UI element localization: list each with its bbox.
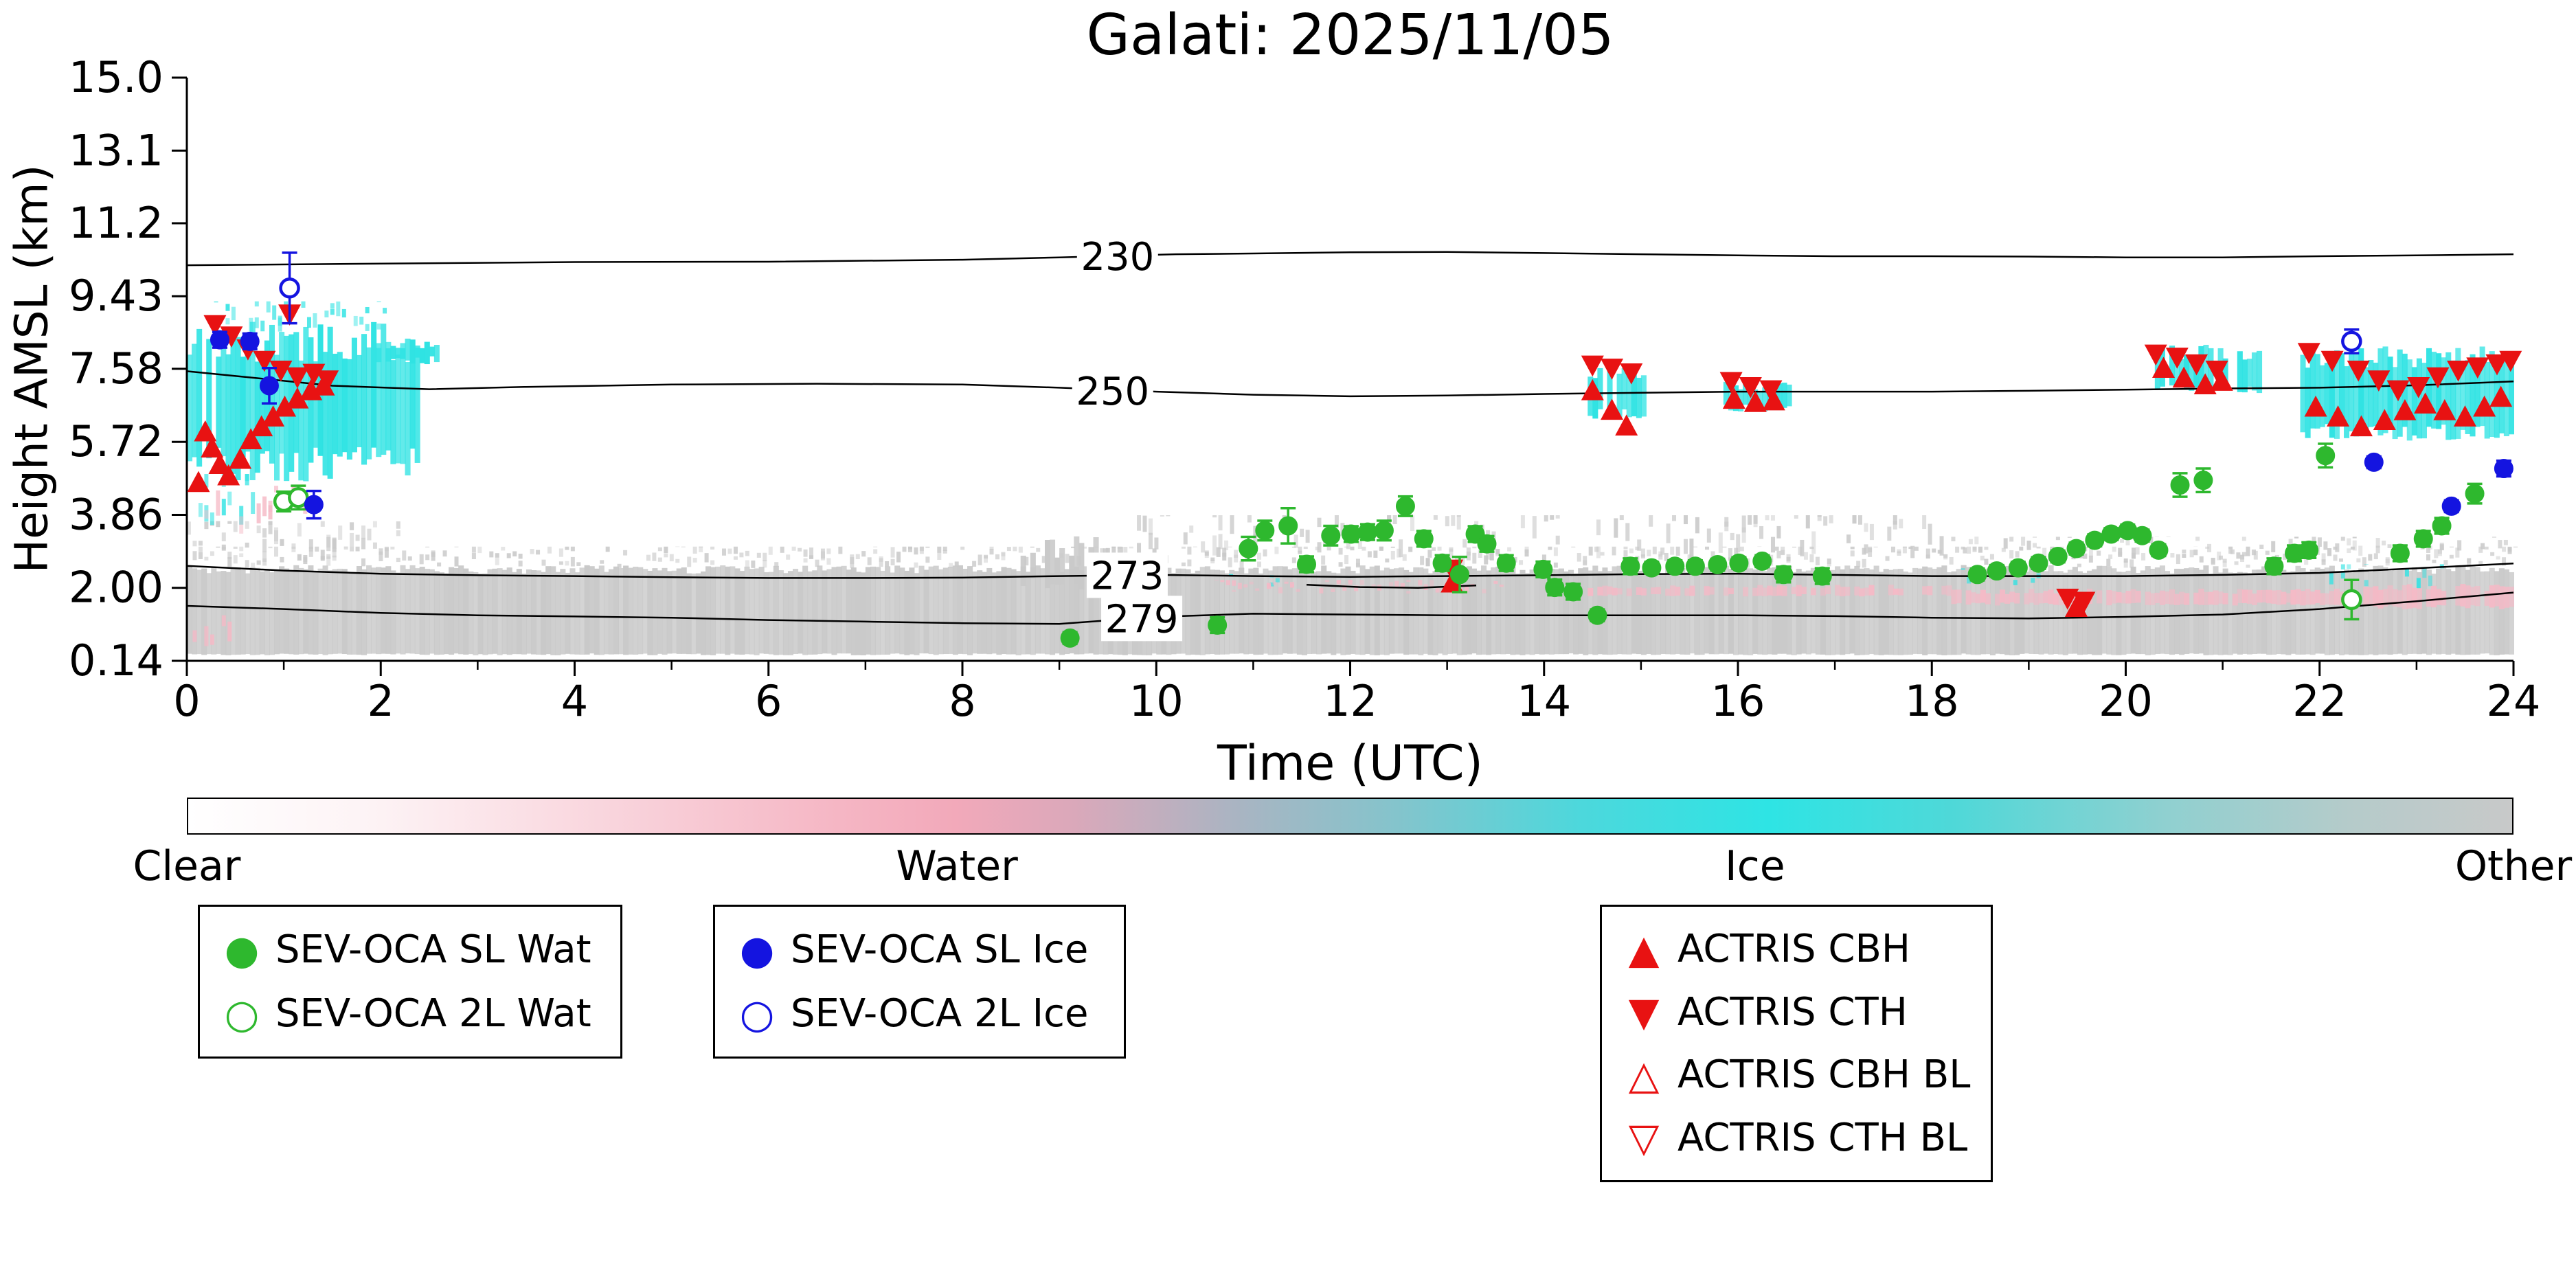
background-classification: [187, 301, 2518, 656]
legend-item-label: ACTRIS CTH BL: [1677, 1115, 1968, 1160]
sev-oca-2l-wat-marker-icon: ○: [224, 990, 260, 1037]
actris-cbh-bl-marker-icon: △: [1628, 1051, 1660, 1098]
colorbar-label-clear: Clear: [133, 842, 241, 890]
x-axis-label: Time (UTC): [1217, 735, 1483, 791]
isotherm-label: 230: [1081, 235, 1154, 280]
legend-item-label: SEV-OCA 2L Ice: [791, 991, 1089, 1036]
legend-item-actris-cbh: ▲ ACTRIS CBH: [1621, 927, 1971, 971]
legend-item-actris-cth-bl: ▽ ACTRIS CTH BL: [1621, 1116, 1971, 1160]
legend-item-sev-oca-sl-ice: ● SEV-OCA SL Ice: [734, 927, 1105, 972]
colorbar-labels: Clear Water Ice Other: [0, 842, 2576, 893]
actris-cth-bl-marker-icon: ▽: [1628, 1114, 1660, 1162]
x-tick-label: 0: [173, 676, 200, 726]
y-tick-label: 13.1: [69, 125, 163, 175]
legend-item-actris-cbh-bl: △ ACTRIS CBH BL: [1621, 1052, 1971, 1097]
colorbar: [187, 798, 2513, 835]
legend-item-label: SEV-OCA SL Ice: [791, 927, 1089, 972]
legend-sev-oca-water: ● SEV-OCA SL Wat ○ SEV-OCA 2L Wat: [198, 905, 622, 1059]
series-sev-oca-2l-ice: [279, 251, 2362, 354]
sev-oca-sl-wat-marker-icon: ●: [224, 926, 260, 973]
legend-actris: ▲ ACTRIS CBH ▼ ACTRIS CTH △ ACTRIS CBH BL ▽ ACT…: [1600, 905, 1993, 1182]
x-tick-label: 22: [2292, 676, 2347, 726]
legend-item-label: ACTRIS CBH BL: [1677, 1052, 1971, 1098]
colorbar-label-ice: Ice: [1725, 842, 1785, 890]
legend-item-label: SEV-OCA SL Wat: [275, 927, 591, 972]
y-tick-label: 5.72: [69, 416, 163, 466]
x-tick-label: 20: [2099, 676, 2153, 726]
isotherm-label: 279: [1105, 597, 1179, 642]
x-tick-label: 14: [1517, 676, 1571, 726]
legend-item-sev-oca-sl-wat: ● SEV-OCA SL Wat: [219, 927, 601, 972]
y-tick-label: 3.86: [69, 489, 163, 539]
legend-item-label: SEV-OCA 2L Wat: [275, 991, 591, 1036]
x-tick-label: 10: [1129, 676, 1184, 726]
x-tick-label: 8: [949, 676, 975, 726]
x-tick-label: 18: [1905, 676, 1959, 726]
x-tick-label: 6: [755, 676, 782, 726]
series-actris-cbh: [187, 357, 2513, 617]
actris-cth-marker-icon: ▼: [1628, 988, 1660, 1036]
x-tick-label: 2: [368, 676, 394, 726]
x-tick-label: 4: [561, 676, 588, 726]
legend-item-label: ACTRIS CTH: [1677, 989, 1908, 1035]
chart-title: Galati: 2025/11/05: [1086, 3, 1614, 68]
series-sev-oca-sl-wat: [1060, 442, 2485, 648]
x-tick-label: 12: [1323, 676, 1377, 726]
y-axis-label: Height AMSL (km): [5, 164, 58, 574]
y-tick-label: 15.0: [69, 52, 163, 102]
colorbar-label-other: Other: [2454, 842, 2573, 890]
isotherm-label: 250: [1076, 370, 1149, 414]
x-tick-label: 24: [2487, 676, 2541, 726]
sev-oca-2l-ice-marker-icon: ○: [739, 990, 775, 1037]
series-sev-oca-sl-ice: [210, 330, 2513, 520]
legend-item-label: ACTRIS CBH: [1677, 927, 1911, 972]
legend-sev-oca-ice: ● SEV-OCA SL Ice ○ SEV-OCA 2L Ice: [713, 905, 1126, 1059]
sev-oca-sl-ice-marker-icon: ●: [739, 926, 775, 973]
legend-item-sev-oca-2l-wat: ○ SEV-OCA 2L Wat: [219, 991, 601, 1036]
y-tick-label: 11.2: [69, 198, 163, 248]
series-sev-oca-2l-wat: [273, 484, 2362, 621]
y-tick-label: 7.58: [69, 343, 163, 394]
isotherm-label: 273: [1090, 554, 1164, 598]
axes: 15.013.111.29.437.585.723.862.000.140 2 4 6…: [69, 52, 2541, 726]
y-tick-label: 2.00: [69, 563, 163, 613]
series-actris-cth: [203, 304, 2522, 613]
x-tick-label: 16: [1711, 676, 1765, 726]
legend-item-sev-oca-2l-ice: ○ SEV-OCA 2L Ice: [734, 991, 1105, 1036]
legend-item-actris-cth: ▼ ACTRIS CTH: [1621, 990, 1971, 1035]
y-tick-label: 9.43: [69, 271, 163, 321]
colorbar-label-water: Water: [896, 842, 1018, 890]
y-tick-label: 0.14: [69, 635, 163, 686]
actris-cbh-marker-icon: ▲: [1628, 925, 1660, 973]
